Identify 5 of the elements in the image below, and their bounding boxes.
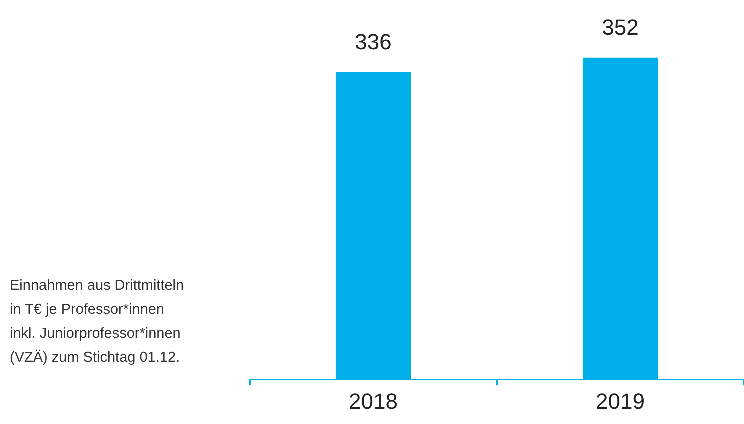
x-tick-label: 2018 xyxy=(349,388,398,414)
text: Einnahmen aus Drittmitteln in T€ je Professor*innen inkl. Juniorprofessor*innen (VZÄ) zum Stichtag 01.12. xyxy=(10,277,186,368)
data-label: 352 xyxy=(602,14,639,40)
x-tick-label: 2019 xyxy=(596,388,645,414)
data-label: 336 xyxy=(355,30,392,55)
